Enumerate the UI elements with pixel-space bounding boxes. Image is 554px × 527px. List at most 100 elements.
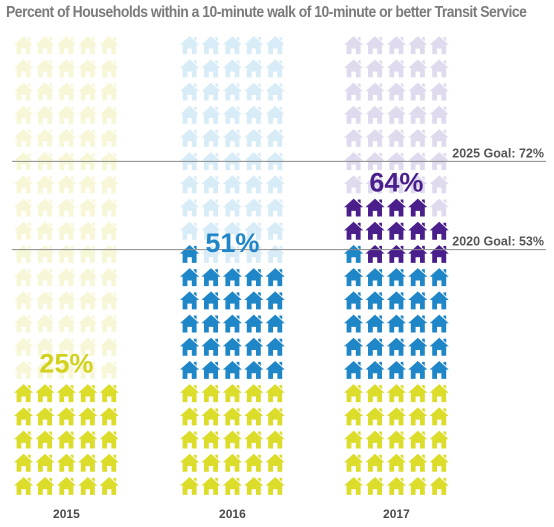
house-icon: [244, 384, 264, 403]
house-icon: [35, 105, 55, 124]
house-icon: [99, 198, 119, 217]
house-icon: [344, 128, 364, 147]
house-icon: [56, 476, 76, 495]
house-icon: [14, 430, 34, 449]
house-icon: [386, 105, 406, 124]
house-icon: [386, 198, 406, 217]
house-icon: [265, 268, 285, 287]
house-icon: [35, 221, 55, 240]
house-icon: [365, 105, 385, 124]
house-icon: [201, 105, 221, 124]
house-icon: [365, 384, 385, 403]
house-icon: [244, 105, 264, 124]
house-icon: [201, 59, 221, 78]
chart-title: Percent of Households within a 10-minute…: [6, 4, 527, 21]
house-icon: [408, 476, 428, 495]
house-icon: [344, 221, 364, 240]
house-icon: [14, 407, 34, 426]
house-icon: [429, 221, 449, 240]
house-icon: [386, 82, 406, 101]
house-icon: [180, 198, 200, 217]
house-icon: [265, 291, 285, 310]
house-icon: [14, 337, 34, 356]
house-icon: [344, 36, 364, 55]
house-icon: [365, 244, 385, 263]
house-icon: [222, 291, 242, 310]
house-icon: [365, 337, 385, 356]
house-icon: [222, 476, 242, 495]
house-icon: [201, 407, 221, 426]
house-icon: [244, 268, 264, 287]
house-icon: [35, 128, 55, 147]
house-icon: [180, 59, 200, 78]
house-icon: [78, 128, 98, 147]
house-icon: [14, 244, 34, 263]
house-icon: [408, 198, 428, 217]
house-icon: [56, 198, 76, 217]
house-icon: [56, 430, 76, 449]
house-icon: [56, 221, 76, 240]
house-icon: [14, 198, 34, 217]
house-icon: [56, 407, 76, 426]
house-icon: [56, 59, 76, 78]
house-icon: [344, 360, 364, 379]
house-icon: [35, 407, 55, 426]
house-icon: [408, 314, 428, 333]
house-icon: [408, 407, 428, 426]
house-icon: [386, 221, 406, 240]
house-icon: [386, 244, 406, 263]
house-icon: [344, 476, 364, 495]
house-icon: [14, 314, 34, 333]
house-icon: [99, 36, 119, 55]
house-icon: [365, 198, 385, 217]
house-icon: [78, 36, 98, 55]
house-icon: [408, 128, 428, 147]
house-icon: [408, 360, 428, 379]
house-icon: [365, 221, 385, 240]
house-icon: [222, 453, 242, 472]
house-icon: [265, 430, 285, 449]
house-icon: [35, 291, 55, 310]
house-icon: [429, 360, 449, 379]
house-icon: [429, 407, 449, 426]
house-icon: [222, 430, 242, 449]
house-icon: [386, 36, 406, 55]
goal-label: 2020 Goal: 53%: [452, 235, 544, 249]
house-icon: [35, 175, 55, 194]
house-icon: [201, 314, 221, 333]
house-icon: [222, 360, 242, 379]
house-icon: [365, 82, 385, 101]
house-icon: [201, 36, 221, 55]
house-icon: [429, 384, 449, 403]
house-icon: [180, 128, 200, 147]
icon-grid: [14, 36, 449, 495]
house-icon: [265, 82, 285, 101]
house-icon: [99, 82, 119, 101]
house-icon: [78, 244, 98, 263]
house-icon: [344, 198, 364, 217]
house-icon: [99, 314, 119, 333]
house-icon: [56, 384, 76, 403]
house-icon: [408, 430, 428, 449]
house-icon: [99, 59, 119, 78]
house-icon: [78, 407, 98, 426]
house-icon: [429, 198, 449, 217]
house-icon: [429, 476, 449, 495]
house-icon: [244, 337, 264, 356]
house-icon: [78, 476, 98, 495]
house-icon: [222, 407, 242, 426]
house-icon: [78, 430, 98, 449]
house-icon: [429, 244, 449, 263]
house-icon: [201, 384, 221, 403]
house-icon: [78, 198, 98, 217]
house-icon: [344, 337, 364, 356]
house-icon: [429, 82, 449, 101]
house-icon: [386, 337, 406, 356]
house-icon: [99, 175, 119, 194]
house-icon: [201, 82, 221, 101]
house-icon: [180, 314, 200, 333]
house-icon: [344, 268, 364, 287]
house-icon: [265, 128, 285, 147]
house-icon: [99, 291, 119, 310]
house-icon: [99, 105, 119, 124]
